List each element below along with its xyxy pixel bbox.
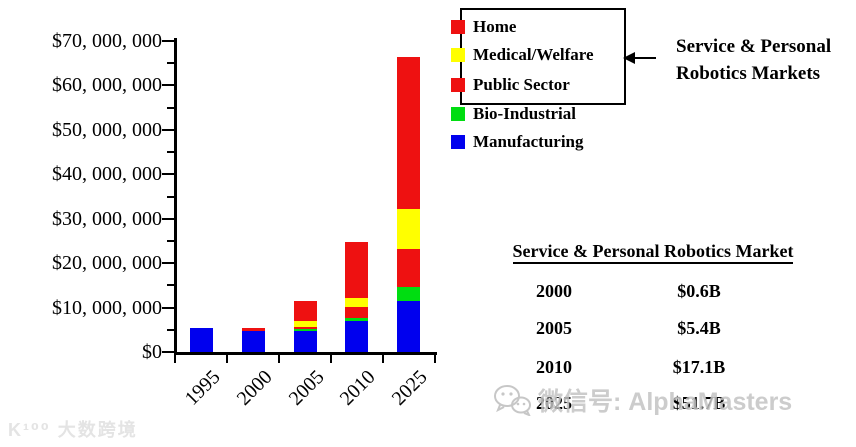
x-tick	[382, 352, 384, 363]
y-major-tick	[162, 173, 175, 176]
legend-item-bio-industrial: Bio-Industrial	[451, 103, 576, 125]
y-axis-label: $0	[142, 341, 162, 363]
wechat-icon	[494, 385, 531, 416]
x-tick	[434, 352, 436, 363]
y-axis-label: $50, 000, 000	[52, 118, 162, 141]
y-major-tick	[162, 217, 175, 220]
x-axis-label-2000: 2000	[232, 366, 277, 410]
y-minor-tick	[167, 239, 175, 242]
legend-color-swatch	[451, 48, 465, 62]
bar-2005	[293, 301, 317, 352]
y-major-tick	[162, 84, 175, 87]
x-tick	[278, 352, 280, 363]
legend-item-label: Manufacturing	[473, 132, 584, 151]
legend-item-home: Home	[451, 16, 516, 38]
y-minor-tick	[167, 106, 175, 109]
bar-2000	[241, 328, 265, 352]
wechat-watermark-text: 微信号: AlphaMasters	[538, 388, 793, 416]
bar-segment-bio-industrial	[344, 318, 368, 321]
bar-segment-manufacturing	[293, 331, 317, 352]
y-minor-tick	[167, 62, 175, 65]
annotation-line-2: Robotics Markets	[676, 63, 821, 84]
legend-item-label: Home	[473, 17, 517, 36]
y-minor-tick	[167, 195, 175, 198]
table-year-2000: 2000	[536, 281, 572, 301]
y-major-tick	[162, 128, 175, 131]
legend-color-swatch	[451, 78, 465, 92]
bar-segment-public-sector	[293, 327, 317, 330]
bar-segment-manufacturing	[189, 327, 213, 352]
bar-2010	[344, 242, 368, 352]
y-major-tick	[162, 40, 175, 42]
table-year-2010: 2010	[536, 357, 572, 377]
y-axis-label: $70, 000, 000	[52, 30, 162, 52]
y-axis-label: $10, 000, 000	[52, 296, 162, 319]
x-axis-label-2005: 2005	[284, 366, 329, 410]
legend-color-swatch	[451, 135, 465, 149]
table-value-2025: $51.7B	[672, 393, 726, 413]
bar-segment-home	[241, 328, 265, 331]
y-minor-tick	[167, 328, 175, 331]
y-major-tick	[162, 306, 175, 309]
table-value-2000: $0.6B	[677, 281, 721, 301]
x-tick	[226, 352, 228, 363]
table-year-2005: 2005	[536, 318, 572, 338]
bar-segment-public-sector	[344, 307, 368, 319]
bar-segment-home	[293, 301, 317, 322]
x-axis-label-1995: 1995	[180, 366, 225, 410]
y-axis-label: $30, 000, 000	[52, 207, 162, 230]
y-axis-label: $20, 000, 000	[52, 252, 162, 275]
bar-segment-manufacturing	[396, 300, 420, 352]
bar-segment-home	[344, 242, 368, 299]
arrow-line	[634, 57, 656, 59]
y-minor-tick	[167, 284, 175, 287]
annotation-line-1: Service & Personal	[676, 36, 832, 57]
bar-segment-manufacturing	[241, 330, 265, 352]
bar-1995	[189, 327, 213, 352]
y-axis-label: $60, 000, 000	[52, 74, 162, 97]
legend-item-medical-welfare: Medical/Welfare	[451, 44, 594, 66]
legend-item-public-sector: Public Sector	[451, 74, 570, 96]
table-value-2010: $17.1B	[672, 357, 726, 377]
legend-item-label: Medical/Welfare	[473, 45, 594, 64]
y-axis-line	[174, 38, 177, 355]
table-title: Service & Personal Robotics Market	[478, 241, 828, 264]
bar-segment-medical-welfare	[396, 209, 420, 250]
x-tick	[174, 352, 176, 363]
x-axis-label-2025: 2025	[387, 366, 432, 410]
bar-segment-medical-welfare	[293, 321, 317, 328]
bar-segment-medical-welfare	[344, 298, 368, 308]
legend-item-label: Public Sector	[473, 75, 570, 94]
bar-segment-bio-industrial	[293, 329, 317, 332]
legend-item-manufacturing: Manufacturing	[451, 131, 584, 153]
y-axis-label: $40, 000, 000	[52, 163, 162, 186]
bar-2025	[396, 57, 420, 352]
x-axis-line	[174, 352, 437, 355]
legend-item-label: Bio-Industrial	[473, 104, 576, 123]
legend-color-swatch	[451, 107, 465, 121]
x-tick	[330, 352, 332, 363]
bar-segment-public-sector	[396, 249, 420, 288]
y-major-tick	[162, 262, 175, 265]
y-major-tick	[162, 351, 175, 353]
legend-color-swatch	[451, 20, 465, 34]
y-minor-tick	[167, 151, 175, 154]
table-year-2025: 2025	[536, 393, 572, 413]
bar-segment-manufacturing	[344, 320, 368, 352]
arrow-left-icon	[623, 52, 635, 64]
x-axis-label-2010: 2010	[335, 366, 380, 410]
wechat-watermark: 微信号: AlphaMasters	[492, 382, 792, 418]
bottom-left-watermark: K¹⁰⁰ 大数跨境	[8, 420, 138, 440]
bar-segment-home	[396, 57, 420, 210]
bar-segment-bio-industrial	[396, 287, 420, 301]
table-value-2005: $5.4B	[677, 318, 721, 338]
annotation-service-personal-markets: Service & Personal Robotics Markets	[676, 33, 831, 87]
